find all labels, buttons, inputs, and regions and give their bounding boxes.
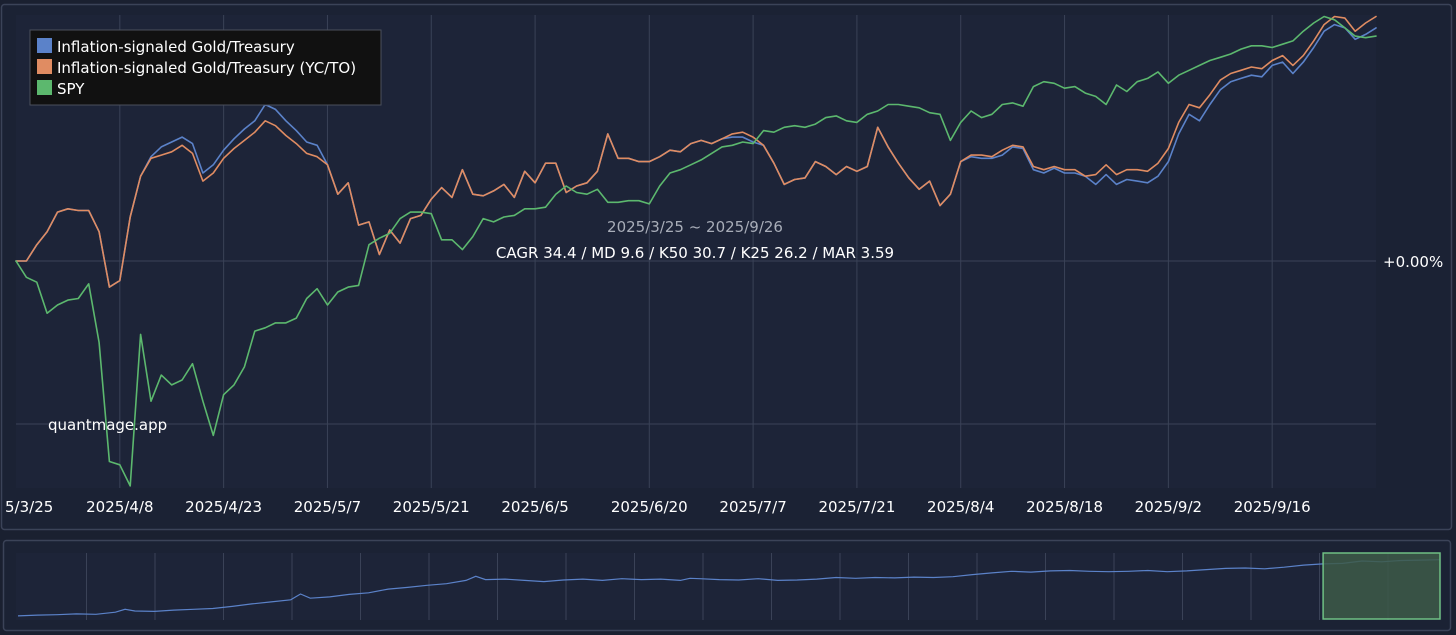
series-line-2 bbox=[15, 15, 1377, 288]
x-tick-label: 2025/8/18 bbox=[1026, 498, 1103, 516]
legend-entry-3[interactable]: SPY bbox=[37, 80, 85, 98]
legend-label-2: Inflation-signaled Gold/Treasury (YC/TO) bbox=[57, 59, 356, 77]
legend-swatch-2 bbox=[37, 59, 52, 74]
x-tick-label: 2025/9/16 bbox=[1234, 498, 1311, 516]
legend-label-3: SPY bbox=[57, 80, 85, 98]
x-tick-label: 2025/5/7 bbox=[294, 498, 361, 516]
x-tick-label: 2025/4/8 bbox=[86, 498, 153, 516]
legend-entry-2[interactable]: Inflation-signaled Gold/Treasury (YC/TO) bbox=[37, 59, 356, 77]
chart-title: 2025/3/25 ~ 2025/9/26 bbox=[607, 218, 783, 236]
navigator-plot bbox=[16, 553, 1442, 620]
x-tick-label: 5/3/25 bbox=[5, 498, 53, 516]
x-axis-tick-labels: 5/3/25 2025/4/8 2025/4/23 2025/5/7 2025/5/21… bbox=[5, 498, 1311, 516]
watermark: quantmage.app bbox=[48, 416, 167, 434]
navigator-series-layer bbox=[17, 559, 1441, 617]
legend-swatch-3 bbox=[37, 80, 52, 95]
legend-swatch-1 bbox=[37, 38, 52, 53]
chart-subtitle: CAGR 34.4 / MD 9.6 / K50 30.7 / K25 26.2… bbox=[496, 244, 894, 262]
horizontal-gridlines bbox=[16, 260, 1376, 425]
legend: Inflation-signaled Gold/Treasury Inflati… bbox=[29, 29, 382, 106]
x-tick-label: 2025/4/23 bbox=[185, 498, 262, 516]
navigator-range-window[interactable] bbox=[1322, 552, 1441, 620]
series-line-3 bbox=[15, 15, 1377, 487]
legend-label-1: Inflation-signaled Gold/Treasury bbox=[57, 38, 295, 56]
x-tick-label: 2025/5/21 bbox=[393, 498, 470, 516]
series-layer bbox=[15, 15, 1377, 487]
legend-box bbox=[29, 29, 382, 106]
x-tick-label: 2025/7/7 bbox=[719, 498, 786, 516]
x-tick-label: 2025/7/21 bbox=[818, 498, 895, 516]
legend-entry-1[interactable]: Inflation-signaled Gold/Treasury bbox=[37, 38, 295, 56]
navigator-series-line bbox=[17, 559, 1441, 617]
x-tick-label: 2025/8/4 bbox=[927, 498, 994, 516]
y-tick-label-zero: +0.00% bbox=[1383, 253, 1443, 271]
vertical-gridlines bbox=[119, 15, 1273, 488]
x-tick-label: 2025/6/20 bbox=[611, 498, 688, 516]
x-tick-label: 2025/6/5 bbox=[501, 498, 568, 516]
x-tick-label: 2025/9/2 bbox=[1135, 498, 1202, 516]
